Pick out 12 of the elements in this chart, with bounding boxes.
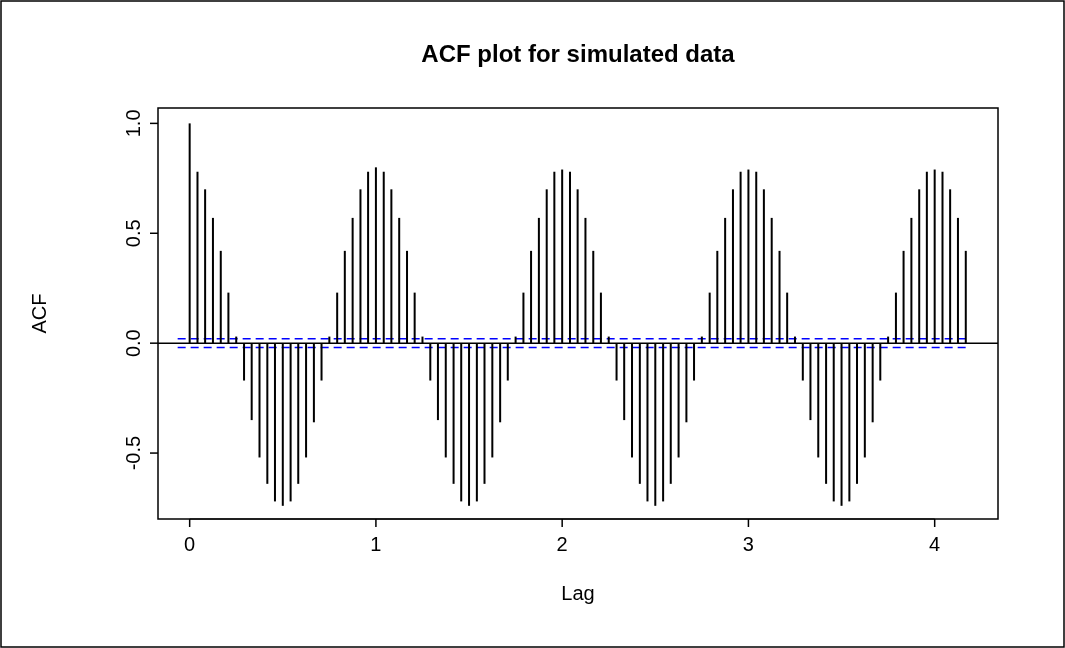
chart-title: ACF plot for simulated data xyxy=(421,40,736,67)
y-tick-label: 0.5 xyxy=(122,219,144,248)
y-tick-label: -0.5 xyxy=(122,435,144,471)
x-axis-title: Lag xyxy=(561,582,595,604)
x-tick-label: 4 xyxy=(929,533,941,555)
x-tick-label: 0 xyxy=(184,533,196,555)
y-tick-label: 0.0 xyxy=(122,329,144,358)
x-tick-label: 2 xyxy=(556,533,568,555)
x-tick-label: 1 xyxy=(370,533,382,555)
x-tick-label: 3 xyxy=(742,533,754,555)
y-tick-label: 1.0 xyxy=(122,109,144,138)
y-axis-title: ACF xyxy=(28,293,50,334)
